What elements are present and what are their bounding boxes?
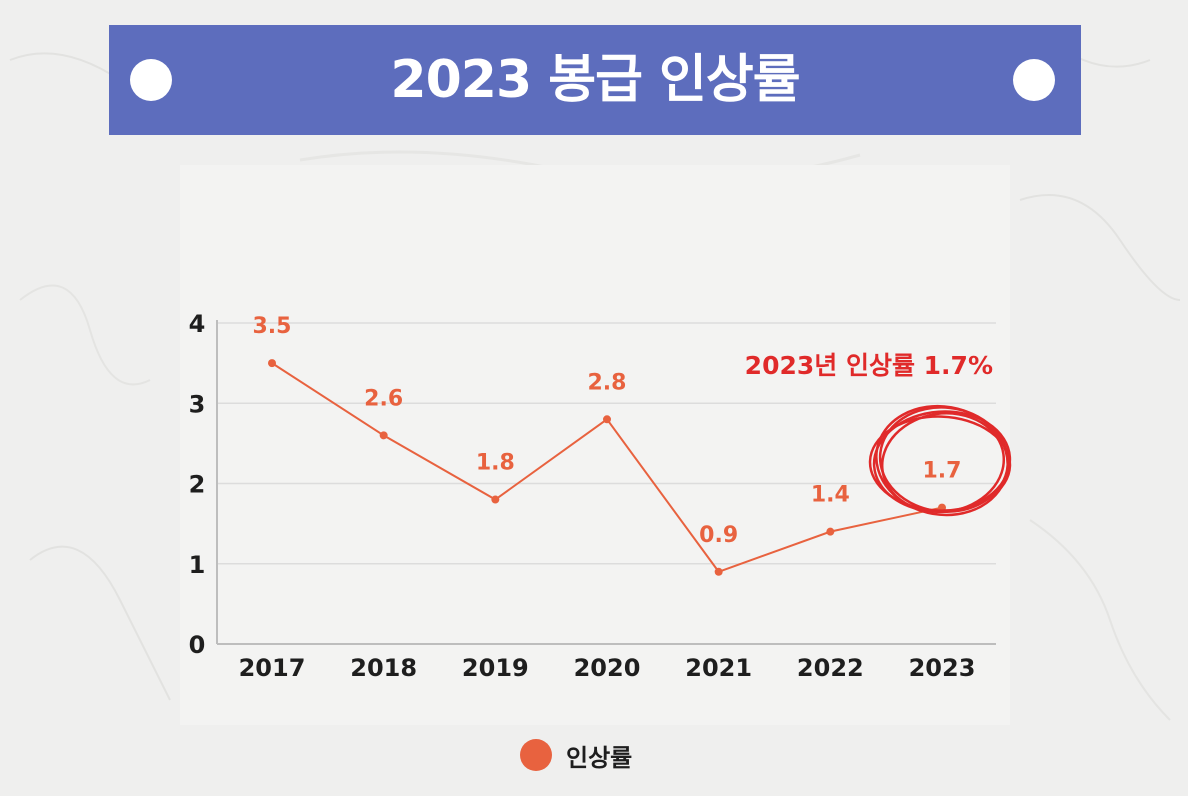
annotation-text: 2023년 인상률 1.7% bbox=[745, 351, 993, 380]
data-label: 3.5 bbox=[253, 314, 292, 339]
x-tick-label: 2022 bbox=[797, 654, 864, 682]
y-tick-label: 3 bbox=[189, 390, 206, 418]
data-point bbox=[268, 359, 276, 368]
annotation-ring bbox=[880, 412, 1006, 514]
data-point bbox=[714, 567, 723, 576]
data-point bbox=[491, 495, 500, 504]
x-tick-label: 2017 bbox=[239, 654, 306, 682]
data-label: 2.6 bbox=[364, 386, 403, 411]
page-title: 2023 봉급 인상률 bbox=[390, 50, 800, 110]
data-point bbox=[379, 431, 388, 440]
annotation-ring bbox=[868, 415, 1012, 512]
y-tick-label: 0 bbox=[189, 631, 206, 659]
banner-dot-left bbox=[130, 59, 172, 101]
data-label: 2.8 bbox=[588, 370, 627, 395]
annotation-circle bbox=[868, 404, 1012, 517]
legend-marker bbox=[520, 739, 552, 771]
y-tick-label: 2 bbox=[189, 471, 206, 499]
x-tick-label: 2020 bbox=[574, 654, 641, 682]
data-label: 1.7 bbox=[923, 459, 962, 484]
y-tick-label: 1 bbox=[189, 551, 206, 579]
x-tick-label: 2019 bbox=[462, 654, 529, 682]
annotation-ring bbox=[875, 404, 1009, 517]
data-label: 0.9 bbox=[699, 523, 738, 548]
x-tick-label: 2018 bbox=[350, 654, 417, 682]
x-tick-label: 2021 bbox=[685, 654, 752, 682]
data-label: 1.8 bbox=[476, 451, 515, 476]
data-label: 1.4 bbox=[811, 483, 850, 508]
title-banner: 2023 봉급 인상률 bbox=[109, 25, 1081, 135]
legend-label: 인상률 bbox=[566, 743, 633, 772]
data-point bbox=[826, 527, 835, 536]
y-tick-label: 4 bbox=[189, 310, 206, 338]
x-tick-label: 2023 bbox=[909, 654, 976, 682]
legend: 인상률 bbox=[520, 735, 632, 775]
banner-dot-right bbox=[1013, 59, 1055, 101]
data-point bbox=[603, 415, 611, 424]
